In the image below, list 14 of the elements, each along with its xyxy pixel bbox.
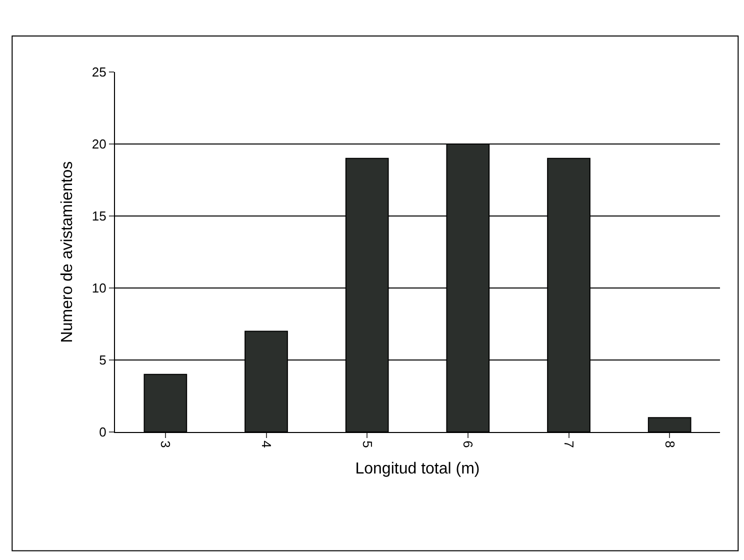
- x-tick-label: 4: [259, 440, 274, 448]
- x-tick-label: 3: [158, 440, 174, 448]
- y-axis-title: Numero de avistamientos: [58, 161, 76, 343]
- y-tick-label: 10: [92, 280, 106, 296]
- y-tick-label: 5: [99, 352, 106, 368]
- y-tick-label: 20: [92, 136, 106, 152]
- y-tick-label: 15: [92, 208, 106, 224]
- x-tick-label: 7: [562, 440, 577, 448]
- x-tick-label: 5: [360, 440, 375, 448]
- x-axis-title: Longitud total (m): [355, 460, 480, 478]
- x-tick-label: 8: [662, 440, 678, 448]
- x-tick-label: 6: [460, 440, 476, 448]
- y-tick-label: 0: [99, 424, 106, 440]
- y-tick-label: 25: [92, 64, 106, 80]
